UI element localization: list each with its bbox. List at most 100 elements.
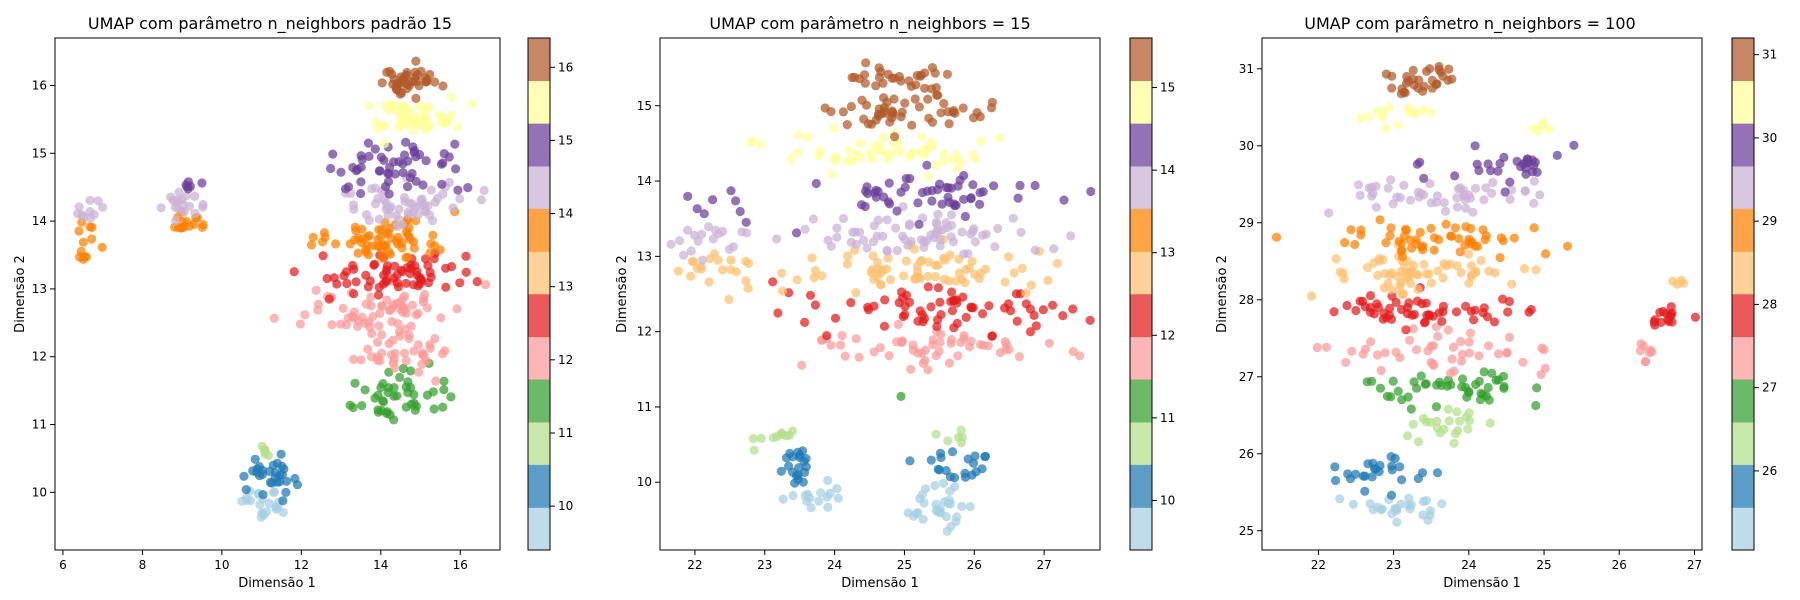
data-point [1358,471,1368,481]
data-point [814,496,824,506]
data-point [935,448,946,458]
data-point [957,227,967,237]
data-point [430,77,440,87]
data-point [276,449,286,459]
colorbar-tick-label: 11 [558,426,573,440]
data-point [452,304,462,314]
data-point [900,182,910,192]
x-tick-label: 26 [967,558,982,572]
data-point [98,202,108,212]
colorbar-segment [528,208,550,252]
data-point [411,310,421,320]
data-point [1444,416,1454,426]
data-point [403,108,413,118]
data-point [441,282,451,292]
data-point [1388,199,1398,209]
data-point [370,144,380,154]
data-point [882,97,892,107]
data-point [1343,469,1353,479]
data-point [1408,65,1418,75]
data-point [308,232,318,242]
data-point [1481,183,1491,193]
data-point [1386,175,1396,185]
data-point [1635,346,1645,356]
data-point [378,121,388,131]
data-point [1656,317,1666,327]
data-point [1432,191,1443,201]
data-point [857,200,867,210]
data-point [861,100,872,110]
data-point [379,139,390,149]
data-point [713,255,723,265]
data-point [1379,283,1389,293]
data-point [1000,277,1010,287]
data-point [392,278,402,288]
data-point [451,164,461,174]
data-point [1401,325,1411,335]
data-point [935,241,945,251]
data-point [403,207,414,217]
colorbar-tick-label: 14 [558,207,573,221]
data-point [867,154,877,164]
data-point [1507,279,1517,289]
data-point [984,301,994,311]
data-point [426,185,436,195]
data-point [981,229,991,239]
x-tick-label: 23 [1386,558,1401,572]
data-point [1393,120,1403,130]
data-point [1411,239,1421,249]
data-point [935,179,945,189]
data-point [843,156,853,166]
data-point [1397,277,1407,288]
colorbar-tick-label: 16 [558,60,573,74]
data-point [939,253,949,263]
data-point [978,187,988,197]
data-point [389,354,399,365]
data-point [282,476,292,486]
data-point [1401,224,1411,234]
data-point [1413,437,1424,447]
data-point [1044,338,1054,348]
data-point [1052,258,1062,268]
colorbar-segment [528,80,550,124]
data-point [425,248,435,258]
data-point [408,280,419,290]
y-tick-label: 11 [637,400,652,414]
data-point [420,289,430,300]
colorbar-tick-label: 30 [1762,131,1777,145]
data-point [1668,276,1678,286]
data-point [370,393,380,403]
data-point [708,195,718,205]
data-point [1368,505,1378,515]
data-point [937,199,947,209]
data-point [923,271,933,281]
data-point [675,236,685,246]
data-point [435,245,445,255]
data-point [1676,275,1686,285]
data-point [1425,179,1435,189]
data-point [421,156,431,166]
data-point [1458,374,1468,384]
data-point [422,75,432,85]
colorbar-segment [1732,507,1754,551]
data-point [868,251,878,261]
data-point [871,81,881,91]
x-tick-label: 10 [214,558,229,572]
data-point [1066,231,1076,241]
data-point [772,234,782,244]
data-point [1489,317,1500,327]
data-point [1421,66,1432,76]
data-point [947,447,958,457]
data-point [933,90,943,100]
data-point [1397,475,1407,485]
y-tick-label: 25 [1239,524,1254,538]
data-point [418,115,428,125]
data-point [1452,202,1462,212]
data-point [1446,368,1456,378]
data-point [1475,395,1486,405]
data-point [373,234,383,244]
data-point [876,280,886,290]
data-point [978,309,988,319]
data-point [917,187,928,198]
data-point [1068,304,1078,314]
